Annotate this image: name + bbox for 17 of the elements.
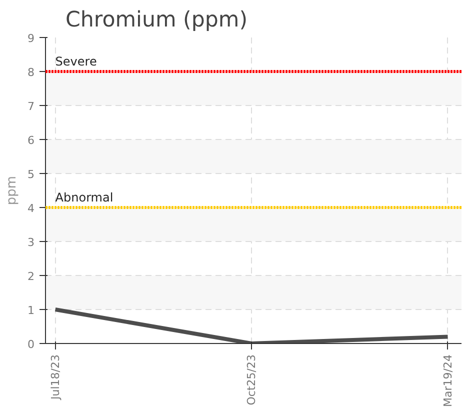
ref-line-label: Severe: [55, 54, 97, 68]
x-tick-label: Mar19/24: [441, 354, 454, 407]
y-tick-label: 8: [28, 66, 34, 79]
x-tick-label: Oct25/23: [245, 354, 258, 406]
y-tick-label: 4: [28, 202, 34, 215]
y-tick-label: 1: [28, 304, 34, 317]
ref-line-label: Abnormal: [55, 190, 114, 204]
chart-title: Chromium (ppm): [66, 8, 248, 32]
y-tick-label: 5: [28, 168, 34, 181]
x-tick-label: Jul18/23: [48, 354, 62, 400]
y-tick-label: 7: [28, 100, 34, 113]
y-tick-label: 9: [28, 32, 34, 45]
y-tick-label: 3: [28, 236, 34, 249]
y-axis-title: ppm: [4, 176, 20, 206]
y-tick-label: 2: [28, 270, 34, 283]
y-tick-label: 0: [28, 338, 34, 351]
y-tick-label: 6: [28, 134, 34, 147]
